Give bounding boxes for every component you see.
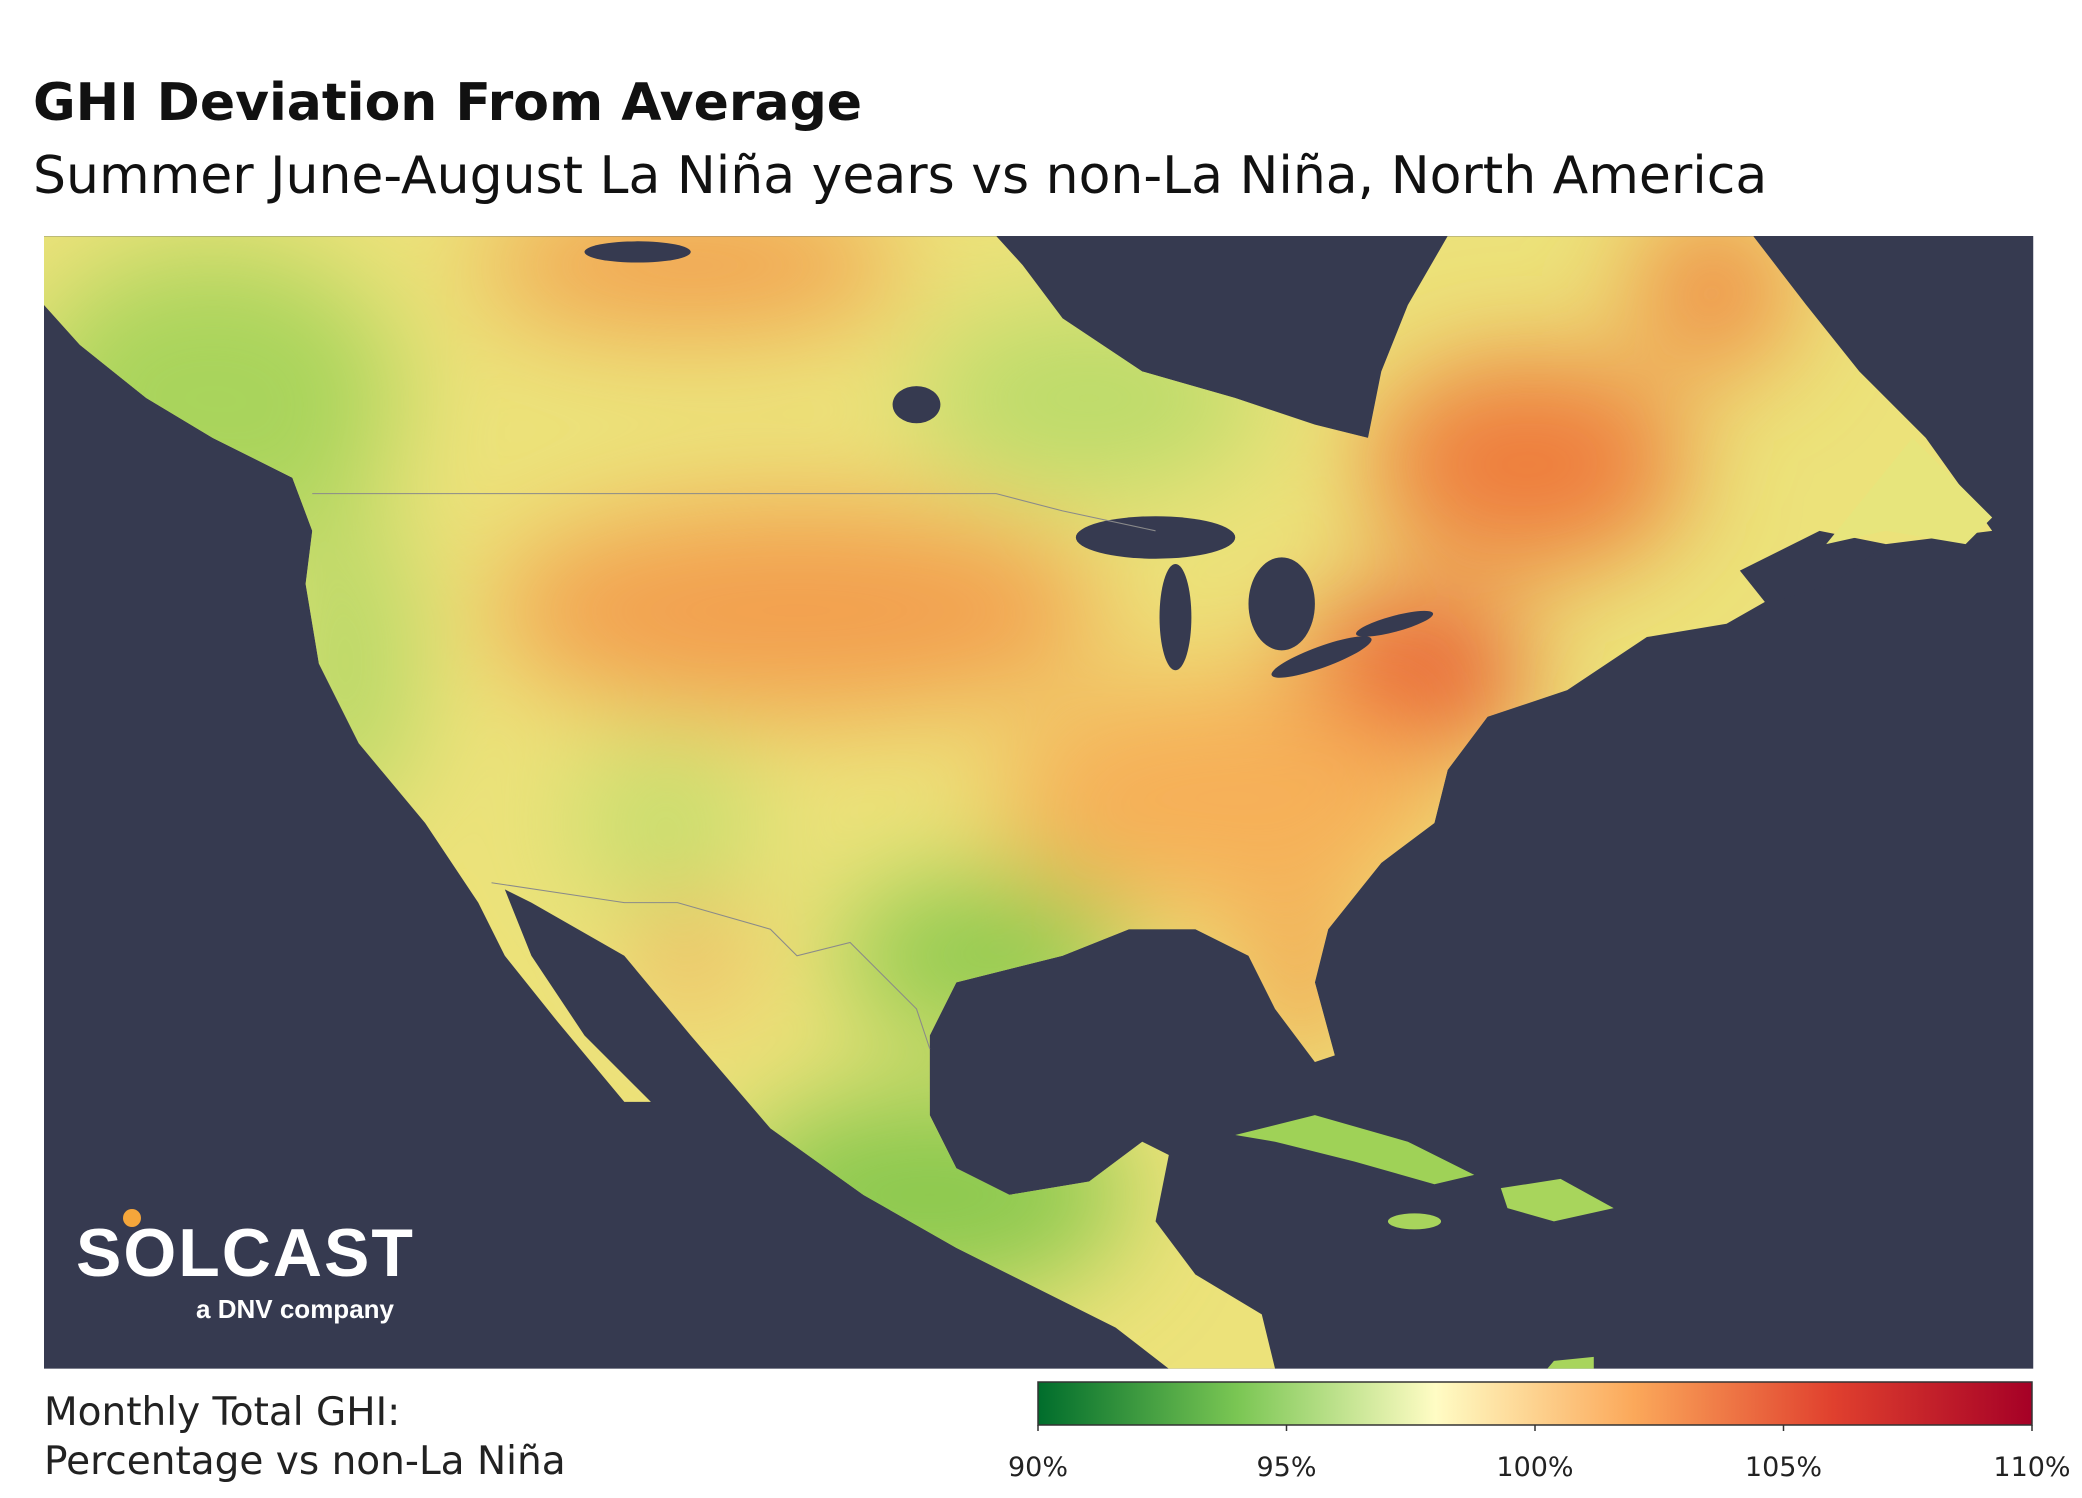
tick-label: 100% — [1496, 1452, 1573, 1483]
legend-title: Monthly Total GHI: — [44, 1390, 400, 1435]
tick-label: 95% — [1256, 1452, 1316, 1483]
colorbar-ticks: 90% 95% 100% 105% 110% — [1008, 1425, 2071, 1483]
title: GHI Deviation From Average — [33, 73, 862, 133]
tick-label: 105% — [1745, 1452, 1822, 1483]
colorbar — [1037, 1381, 2033, 1426]
tick-label: 90% — [1008, 1452, 1068, 1483]
tick-label: 110% — [1993, 1452, 2070, 1483]
legend-title: Percentage vs non-La Niña — [44, 1439, 566, 1484]
subtitle: Summer June-August La Niña years vs non-… — [33, 146, 1767, 206]
logo: SOLCAST a DNV company — [76, 1209, 415, 1324]
logo-name: SOLCAST — [76, 1215, 415, 1291]
logo-tagline: a DNV company — [196, 1294, 394, 1324]
map — [44, 235, 2034, 1369]
logo-sun — [123, 1209, 141, 1227]
